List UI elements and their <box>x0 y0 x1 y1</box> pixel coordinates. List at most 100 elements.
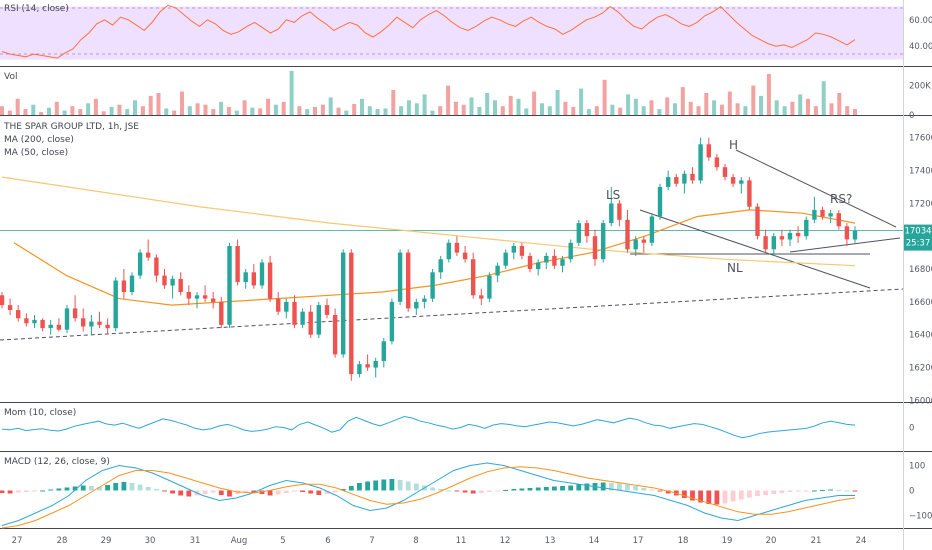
macd-histogram-bar <box>706 490 712 504</box>
axis-tick-label: 60.00 <box>909 16 932 26</box>
macd-histogram-bar <box>600 482 606 491</box>
macd-histogram-bar <box>332 490 338 493</box>
candle-body <box>730 177 736 184</box>
macd-histogram-bar <box>665 490 671 494</box>
macd-histogram-bar <box>300 490 305 492</box>
macd-histogram-bar <box>80 485 86 491</box>
macd-histogram-bar <box>503 490 509 491</box>
candle-body <box>162 275 167 286</box>
time-tick-label: 14 <box>589 536 600 546</box>
macd-histogram-bar <box>170 490 175 494</box>
macd-histogram-bar <box>462 490 468 493</box>
pane-separators <box>0 66 932 529</box>
time-axis[interactable]: 27 28 29 30 31 Aug 5 6 7 8 11 12 13 14 17 18 19 20 21 24 <box>12 536 867 546</box>
candle-body <box>365 364 370 368</box>
macd-histogram-bar <box>511 489 517 491</box>
volume-bar <box>853 109 857 115</box>
volume-bar <box>15 98 20 115</box>
candle-body <box>657 186 663 217</box>
candle-body <box>105 324 110 329</box>
volume-pane[interactable]: Vol 200K 0 <box>0 70 931 121</box>
time-tick-label: 31 <box>190 536 201 546</box>
volume-bar <box>743 106 748 115</box>
macd-pane[interactable]: MACD (12, 26, close, 9) 100 0 −100 <box>0 457 932 529</box>
axis-tick-label: 0 <box>909 424 914 434</box>
macd-histogram-bar <box>64 487 70 491</box>
volume-bar <box>78 109 83 115</box>
candle-body <box>519 246 525 256</box>
price-axis: 1760017400172001700016800166001640016200… <box>909 134 932 407</box>
macd-histogram-bar <box>137 484 143 491</box>
volume-bar <box>156 93 161 115</box>
rsi-band <box>0 6 903 60</box>
candle-body <box>722 167 728 177</box>
candle-body <box>56 324 62 330</box>
axis-tick-label: 100 <box>909 462 925 472</box>
volume-bar <box>172 110 177 115</box>
volume-bar <box>673 103 677 116</box>
macd-histogram-bar <box>812 490 817 492</box>
volume-bar <box>626 94 631 115</box>
macd-histogram-bar <box>316 490 322 495</box>
volume-bar <box>313 106 317 115</box>
volume-bar <box>516 98 521 115</box>
rsi-pane[interactable]: RSI (14, close) 60.00 40.00 <box>0 4 932 60</box>
candle-body <box>698 144 703 181</box>
price-pane[interactable]: LS H RS? NL THE SPAR GROUP LTD, 1h, JSE … <box>0 122 932 406</box>
candle-body <box>259 262 265 286</box>
macd-histogram-bar <box>608 483 614 491</box>
volume-axis: 200K 0 <box>909 82 931 121</box>
candle-body <box>243 272 248 283</box>
candle-body <box>609 203 614 224</box>
macd-histogram-bar <box>779 490 785 493</box>
volume-bars <box>0 70 857 116</box>
volume-bar <box>375 109 380 115</box>
candle-body <box>178 278 183 292</box>
candle-body <box>292 301 297 325</box>
candle-body <box>584 223 590 237</box>
macd-histogram-bar <box>844 490 850 492</box>
macd-histogram-bar <box>97 487 102 491</box>
candle-body <box>267 262 273 299</box>
time-tick-label: 21 <box>811 536 822 546</box>
annotation-h: H <box>729 138 738 152</box>
macd-histogram-bar <box>438 489 444 491</box>
ma50-legend: MA (50, close) <box>4 148 68 158</box>
momentum-pane[interactable]: Mom (10, close) 0 <box>1 408 914 439</box>
macd-histogram-bar <box>267 490 273 496</box>
macd-histogram-bar <box>48 489 54 491</box>
macd-histogram-bar <box>283 490 289 493</box>
volume-bar <box>31 104 36 115</box>
time-tick-label: 28 <box>57 536 68 546</box>
candle-body <box>617 203 622 220</box>
macd-histogram-bar <box>389 479 395 491</box>
macd-histogram-bar <box>584 483 590 491</box>
volume-bar <box>446 85 451 115</box>
macd-histogram-bar <box>649 489 655 491</box>
macd-histogram-bar <box>121 482 127 491</box>
volume-bar <box>7 110 12 115</box>
macd-histogram-bar <box>771 490 777 494</box>
candle-body <box>276 298 281 312</box>
candle-body <box>397 252 403 302</box>
axis-tick-label: 17200 <box>909 199 932 209</box>
axis-tick-label: 0 <box>909 487 914 497</box>
volume-bar <box>759 95 764 115</box>
volume-bar <box>125 109 130 115</box>
momentum-legend: Mom (10, close) <box>4 408 76 418</box>
volume-bar <box>70 106 75 115</box>
volume-bar <box>195 103 200 116</box>
volume-bar <box>266 98 271 115</box>
volume-bar <box>133 100 137 115</box>
candle-body <box>113 280 118 329</box>
macd-histogram-bar <box>218 490 224 495</box>
macd-histogram-bar <box>56 488 62 491</box>
candle-body <box>81 318 86 327</box>
volume-bar <box>540 103 544 116</box>
candle-body <box>406 252 411 309</box>
rsi-axis: 60.00 40.00 <box>909 16 932 52</box>
macd-histogram-bar <box>747 490 752 498</box>
candle-body <box>357 364 362 374</box>
volume-bar <box>461 104 466 115</box>
candle-body <box>40 319 45 329</box>
